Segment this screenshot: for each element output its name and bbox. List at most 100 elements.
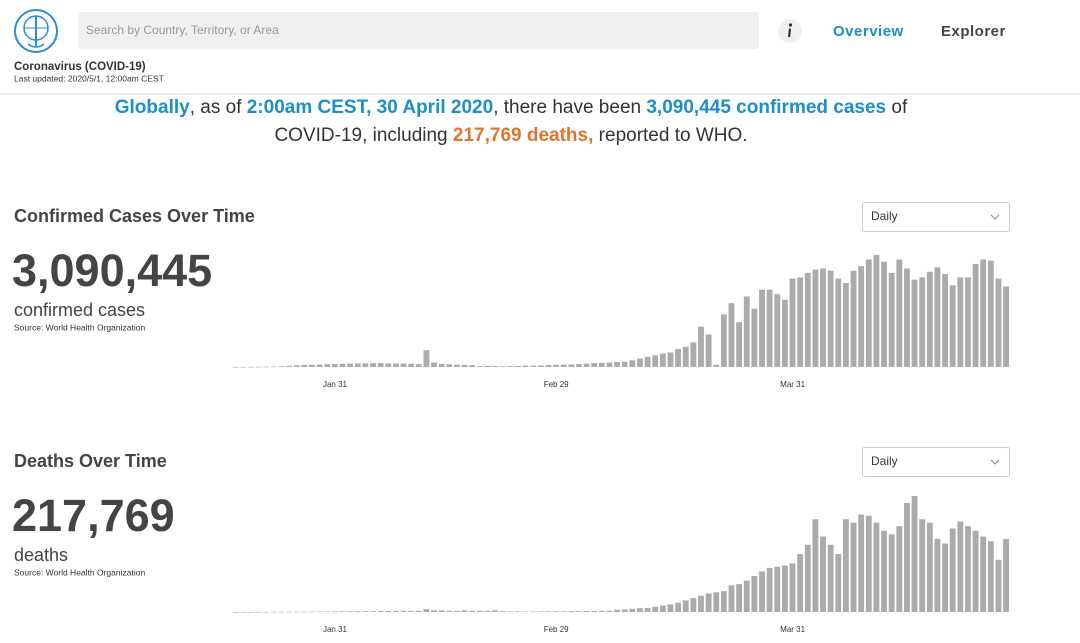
bar [530,365,537,367]
bar [537,611,544,612]
summary-segment: , as of [190,97,247,118]
bar [507,611,514,613]
bar [408,610,415,612]
bar [522,365,529,367]
bar [545,611,552,612]
bar [576,611,582,612]
bar [896,526,903,612]
dropdown-chevron[interactable] [990,459,1000,465]
bar [751,308,758,367]
bar [240,611,247,613]
bar [453,610,460,612]
bar [423,350,430,367]
bar [637,358,643,367]
dropdown-value[interactable]: Daily [871,209,898,223]
bar [690,342,697,367]
bar [774,294,781,367]
bar [766,567,773,612]
bar [675,349,682,367]
bar [797,554,804,612]
bar [682,600,689,612]
bar [804,544,811,612]
bar [438,610,445,612]
bar [347,363,354,367]
bar [568,611,575,612]
bar [400,363,407,367]
bar [667,352,674,367]
bar [240,366,247,368]
bar [400,610,407,612]
bar [881,530,887,612]
bar [583,363,590,367]
bar [781,299,788,367]
bar [309,611,315,613]
summary-segment: COVID-19, including [274,125,452,146]
bar [652,355,659,367]
dropdown-box[interactable] [862,202,1010,232]
interval-dropdown[interactable]: Daily [862,447,1010,477]
bar [476,610,483,612]
bar [598,610,605,612]
bar [377,611,384,612]
nav-explorer[interactable]: Explorer [941,23,1006,40]
bar [453,364,460,367]
bar [270,366,277,368]
source-note: Source: World Health Organization [14,322,145,332]
bar [759,289,765,367]
bar [286,365,293,367]
info-button[interactable] [778,19,802,43]
dropdown-value[interactable]: Daily [871,454,898,468]
nav-overview[interactable]: Overview [833,23,904,40]
bar [781,565,788,612]
bar [476,366,483,367]
bar [339,611,346,612]
bar [972,530,979,612]
bar [873,522,880,612]
bar [865,259,872,367]
bar [835,278,842,367]
bar [431,610,437,612]
bar [949,285,956,367]
bar [568,364,575,367]
bar [499,366,506,367]
who-logo[interactable] [14,9,58,53]
bar [553,364,559,367]
bar [873,255,880,367]
source-note: Source: World Health Organization [14,567,145,577]
bar [690,598,697,612]
bar [248,366,254,368]
bar [598,362,605,367]
summary-segment: 3,090,445 confirmed cases [646,97,886,118]
chart-title: Deaths Over Time [14,451,167,471]
bar [637,608,643,612]
bar [957,277,964,367]
bar [720,591,727,612]
bar [850,522,857,612]
bar [652,606,659,612]
bar [759,571,765,612]
bar [339,363,346,367]
bar [804,272,811,367]
dropdown-box[interactable] [862,447,1010,477]
bar [354,611,361,612]
bar [606,610,613,612]
dropdown-chevron[interactable] [990,214,1000,220]
bar [469,610,476,612]
interval-dropdown[interactable]: Daily [862,202,1010,232]
search-box[interactable] [78,12,759,49]
bar [705,593,712,612]
bar [484,365,491,367]
bar [331,364,338,367]
bar [591,610,598,612]
bar [591,363,598,367]
bar [743,296,750,367]
bar [675,602,682,612]
x-tick-label: Mar 31 [780,380,805,389]
bar [438,363,445,367]
bar [293,365,300,367]
bar [812,519,819,612]
bar [713,592,720,612]
bar [789,278,796,367]
x-tick-label: Feb 29 [544,625,569,634]
